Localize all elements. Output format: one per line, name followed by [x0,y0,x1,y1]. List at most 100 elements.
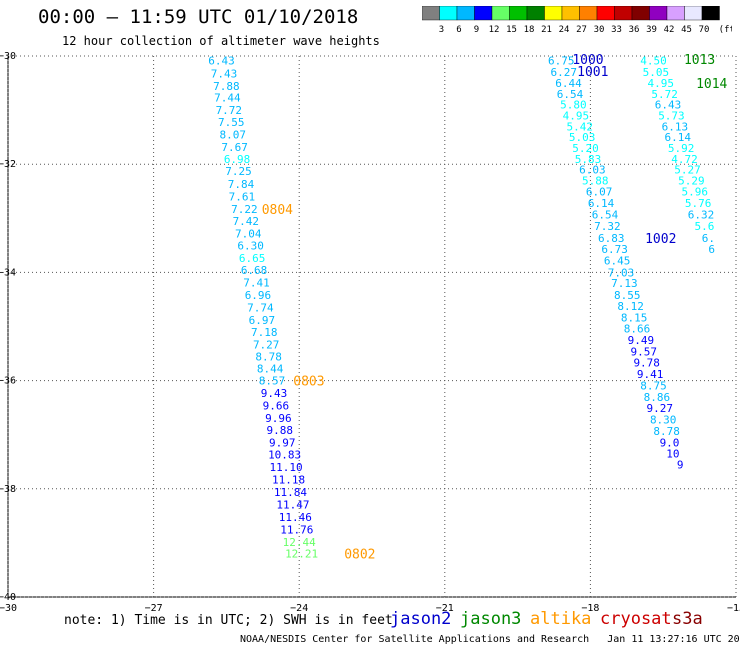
legend-jason3: jason3 [460,609,522,629]
wave-height-label: 6 [708,243,715,256]
colorbar-tick-label: 24 [559,25,570,35]
wave-height-label: 5.03 [569,131,596,144]
y-tick-label: −38 [0,484,16,495]
legend-jason2: jason2 [390,609,452,629]
wave-height-label: 7.42 [233,215,260,228]
wave-height-label: 7.13 [611,277,638,290]
x-tick-label: −30 [0,603,17,614]
wave-height-label: 6.14 [665,131,692,144]
wave-height-label: 7.74 [247,302,274,315]
wave-height-label: 8.86 [644,391,671,404]
wave-height-label: 7.61 [229,191,256,204]
wave-height-label: 5.05 [643,66,670,79]
time-stamp-label: 1000 [572,53,603,68]
wave-height-label: 8.30 [650,414,677,427]
wave-height-label: 7.04 [235,227,262,240]
wave-height-label: 11.76 [280,523,313,536]
time-stamp-label: 1001 [577,65,608,80]
wave-height-label: 7.72 [216,104,243,117]
wave-height-label: 6.68 [241,264,268,277]
wave-height-label: 9.0 [660,436,680,449]
x-tick-label: −21 [436,603,454,614]
wave-height-label: 6.75 [548,54,575,67]
wave-height-label: 7.84 [228,178,255,191]
wave-height-label: 8.66 [624,323,651,336]
time-stamp-label: 0804 [262,203,293,218]
wave-height-label: 8.44 [257,363,284,376]
wave-height-label: 6.14 [588,197,615,210]
time-stamp-label: 0803 [293,375,324,390]
wave-height-label: 5.20 [572,142,599,155]
wave-height-label: 6.30 [237,239,264,252]
wave-height-label: 6.54 [557,88,584,101]
wave-height-label: 7.55 [218,116,245,129]
wave-height-label: 11.10 [270,461,303,474]
wave-height-label: 6.97 [249,314,276,327]
time-stamp-label: 1013 [684,53,715,68]
y-tick-label: −40 [0,592,16,603]
x-tick-label: −15 [727,603,740,614]
wave-height-label: 11.18 [272,474,305,487]
wave-height-label: 9.78 [633,357,660,370]
wave-height-label: 10 [666,448,679,461]
legend-cryosat: cryosat [600,609,672,629]
wave-height-label: 8.78 [653,425,680,438]
wave-height-label: 7.44 [214,92,241,105]
wave-height-label: 6.65 [239,252,266,265]
colorbar-unit-label: (ft) [719,25,732,35]
wave-height-label: 8.57 [259,375,286,388]
wave-height-label: 11.84 [274,486,307,499]
wave-height-label: 7.25 [225,165,252,178]
wave-height-label: 7.18 [251,326,278,339]
wave-height-label: 6.32 [688,209,715,222]
wave-height-label: 6.43 [655,99,682,112]
chart-subtitle: 12 hour collection of altimeter wave hei… [62,34,380,48]
wave-height-label: 5.73 [658,110,685,123]
x-tick-label: −18 [581,603,599,614]
colorbar-tick-label: 18 [524,25,535,35]
wave-height-label: 6.45 [604,254,631,267]
colorbar-tick-label: 15 [506,25,517,35]
wave-height-label: 4.95 [648,77,675,90]
y-tick-label: −36 [0,376,16,387]
colorbar-tick-label: 21 [541,25,552,35]
wave-height-label: 6.44 [555,77,582,90]
wave-height-label: 5.92 [668,142,695,155]
wave-height-label: 9.57 [631,345,658,358]
colorbar-tick-label: 12 [489,25,500,35]
y-tick-label: −30 [0,51,16,62]
x-tick-label: −24 [290,603,308,614]
colorbar-tick-label: 39 [646,25,657,35]
wave-height-label: 6.98 [224,153,251,166]
wave-height-label: 6.03 [579,164,606,177]
wave-height-label: 12.44 [283,536,316,549]
colorbar-tick-label: 45 [681,25,692,35]
wave-height-label: 8.12 [617,300,644,313]
colorbar-tick-label: 70 [699,25,710,35]
wave-height-label: 7.88 [213,80,240,93]
chart-title: 00:00 – 11:59 UTC 01/10/2018 [38,6,359,28]
time-stamp-label: 1014 [696,77,727,92]
wave-height-label: 5.6 [695,220,715,233]
wave-height-label: 10.83 [268,449,301,462]
wave-height-label: 9.49 [628,334,655,347]
wave-height-label: 7.32 [594,220,621,233]
legend-altika: altika [530,609,592,629]
colorbar-tick-label: 3 [439,25,444,35]
wave-height-label: 9.41 [637,368,664,381]
x-tick-label: −27 [145,603,163,614]
wave-height-label: 5.27 [674,164,701,177]
wave-height-label: 7.27 [253,338,280,351]
wave-height-label: 6.96 [245,289,272,302]
time-stamp-label: 0802 [344,548,375,563]
wave-height-label: 5.72 [651,88,678,101]
wave-height-label: 9.97 [269,436,296,449]
footer-credit: NOAA/NESDIS Center for Satellite Applica… [240,634,740,645]
wave-height-label: 8.15 [621,311,648,324]
y-tick-label: −32 [0,159,16,170]
colorbar-tick-label: 6 [456,25,461,35]
wave-height-label: 7.22 [231,203,258,216]
wave-height-label: 6.07 [586,185,613,198]
colorbar-tick-label: 9 [474,25,479,35]
